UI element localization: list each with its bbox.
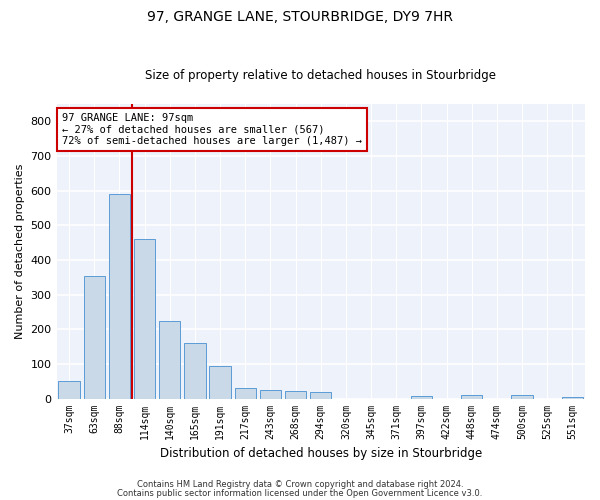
- Bar: [562, 397, 583, 398]
- Text: Contains HM Land Registry data © Crown copyright and database right 2024.: Contains HM Land Registry data © Crown c…: [137, 480, 463, 489]
- Bar: [260, 390, 281, 398]
- Bar: [511, 395, 533, 398]
- Bar: [58, 381, 80, 398]
- Bar: [209, 366, 231, 398]
- X-axis label: Distribution of detached houses by size in Stourbridge: Distribution of detached houses by size …: [160, 447, 482, 460]
- Text: 97, GRANGE LANE, STOURBRIDGE, DY9 7HR: 97, GRANGE LANE, STOURBRIDGE, DY9 7HR: [147, 10, 453, 24]
- Title: Size of property relative to detached houses in Stourbridge: Size of property relative to detached ho…: [145, 69, 496, 82]
- Y-axis label: Number of detached properties: Number of detached properties: [15, 164, 25, 339]
- Bar: [461, 395, 482, 398]
- Bar: [285, 391, 307, 398]
- Bar: [411, 396, 432, 398]
- Text: Contains public sector information licensed under the Open Government Licence v3: Contains public sector information licen…: [118, 488, 482, 498]
- Bar: [184, 343, 206, 398]
- Text: 97 GRANGE LANE: 97sqm
← 27% of detached houses are smaller (567)
72% of semi-det: 97 GRANGE LANE: 97sqm ← 27% of detached …: [62, 113, 362, 146]
- Bar: [235, 388, 256, 398]
- Bar: [310, 392, 331, 398]
- Bar: [159, 320, 181, 398]
- Bar: [109, 194, 130, 398]
- Bar: [134, 239, 155, 398]
- Bar: [83, 276, 105, 398]
